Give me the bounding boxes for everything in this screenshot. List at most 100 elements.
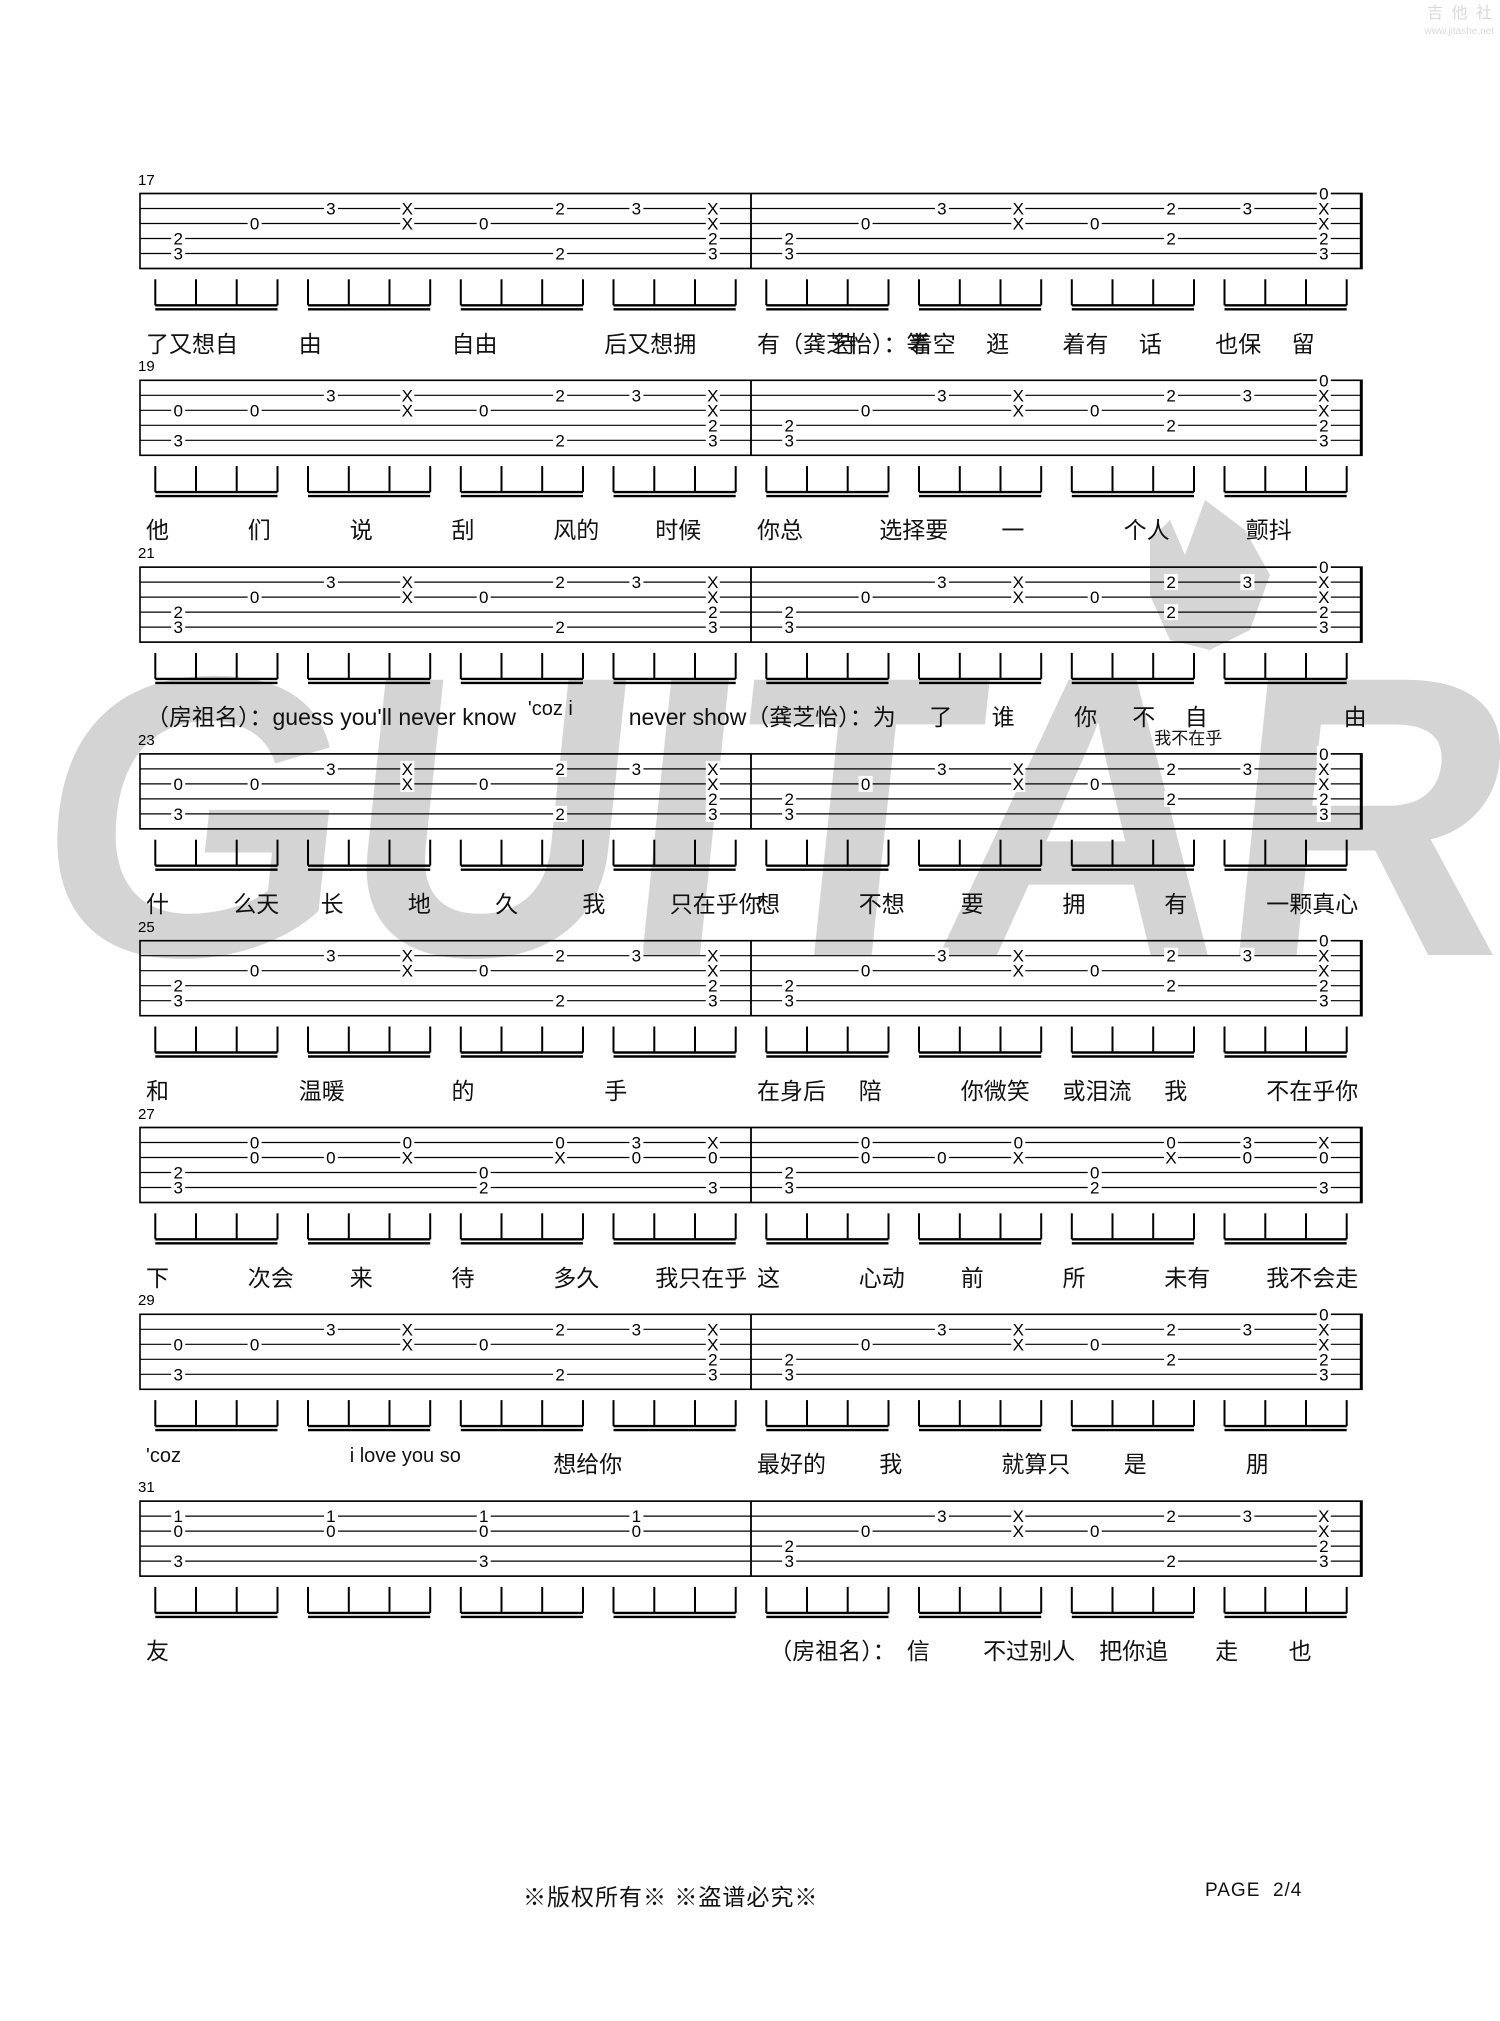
svg-text:3: 3 <box>1243 760 1252 779</box>
svg-text:3: 3 <box>708 618 717 637</box>
svg-text:X: X <box>554 1149 565 1168</box>
svg-text:3: 3 <box>1319 245 1328 264</box>
svg-text:3: 3 <box>173 245 182 264</box>
svg-text:3: 3 <box>708 1179 717 1198</box>
svg-text:X: X <box>1165 1149 1176 1168</box>
svg-text:0: 0 <box>250 588 259 607</box>
svg-text:2: 2 <box>1166 386 1175 405</box>
svg-text:X: X <box>402 962 413 981</box>
svg-text:0: 0 <box>1090 1522 1099 1541</box>
svg-text:0: 0 <box>173 1335 182 1354</box>
svg-text:2: 2 <box>555 947 564 966</box>
svg-text:3: 3 <box>708 805 717 824</box>
svg-text:2: 2 <box>1166 230 1175 249</box>
svg-text:X: X <box>402 401 413 420</box>
svg-text:0: 0 <box>1090 962 1099 981</box>
svg-text:2: 2 <box>555 245 564 264</box>
svg-text:2: 2 <box>1166 1320 1175 1339</box>
svg-text:3: 3 <box>1243 1507 1252 1526</box>
svg-text:3: 3 <box>326 573 335 592</box>
svg-text:2: 2 <box>1166 603 1175 622</box>
svg-text:3: 3 <box>784 1365 793 1384</box>
svg-text:0: 0 <box>861 401 870 420</box>
svg-text:X: X <box>1013 588 1024 607</box>
svg-text:0: 0 <box>250 962 259 981</box>
svg-text:3: 3 <box>632 200 641 219</box>
svg-text:3: 3 <box>784 805 793 824</box>
svg-text:3: 3 <box>1319 618 1328 637</box>
svg-text:0: 0 <box>1090 775 1099 794</box>
svg-text:X: X <box>1013 215 1024 234</box>
svg-text:3: 3 <box>173 618 182 637</box>
svg-text:0: 0 <box>861 588 870 607</box>
svg-text:3: 3 <box>173 805 182 824</box>
svg-text:0: 0 <box>861 215 870 234</box>
svg-text:2: 2 <box>555 760 564 779</box>
svg-text:3: 3 <box>784 992 793 1011</box>
svg-text:3: 3 <box>937 760 946 779</box>
svg-text:2: 2 <box>1166 200 1175 219</box>
svg-text:0: 0 <box>861 1335 870 1354</box>
svg-text:3: 3 <box>326 947 335 966</box>
svg-text:3: 3 <box>326 386 335 405</box>
svg-text:3: 3 <box>632 386 641 405</box>
svg-text:3: 3 <box>1243 573 1252 592</box>
svg-text:0: 0 <box>479 215 488 234</box>
svg-text:0: 0 <box>632 1522 641 1541</box>
svg-text:0: 0 <box>632 1149 641 1168</box>
svg-text:0: 0 <box>1243 1149 1252 1168</box>
svg-text:3: 3 <box>1243 947 1252 966</box>
svg-text:2: 2 <box>555 805 564 824</box>
svg-text:2: 2 <box>555 431 564 450</box>
svg-text:0: 0 <box>250 1335 259 1354</box>
svg-text:3: 3 <box>937 947 946 966</box>
svg-text:3: 3 <box>708 992 717 1011</box>
svg-text:0: 0 <box>479 962 488 981</box>
svg-text:2: 2 <box>555 386 564 405</box>
svg-text:0: 0 <box>1090 588 1099 607</box>
svg-text:0: 0 <box>250 1149 259 1168</box>
svg-text:2: 2 <box>555 200 564 219</box>
svg-text:2: 2 <box>1166 790 1175 809</box>
svg-text:3: 3 <box>708 431 717 450</box>
svg-text:2: 2 <box>1166 947 1175 966</box>
svg-text:3: 3 <box>784 618 793 637</box>
svg-text:0: 0 <box>1090 1335 1099 1354</box>
svg-text:0: 0 <box>1090 215 1099 234</box>
svg-text:0: 0 <box>326 1149 335 1168</box>
svg-text:3: 3 <box>937 573 946 592</box>
svg-text:0: 0 <box>708 1149 717 1168</box>
svg-text:2: 2 <box>555 573 564 592</box>
svg-text:2: 2 <box>555 992 564 1011</box>
svg-text:3: 3 <box>784 1179 793 1198</box>
svg-text:3: 3 <box>173 1552 182 1571</box>
svg-text:0: 0 <box>861 1522 870 1541</box>
svg-text:3: 3 <box>1319 431 1328 450</box>
svg-text:2: 2 <box>1166 760 1175 779</box>
svg-text:X: X <box>1013 1522 1024 1541</box>
svg-text:2: 2 <box>1166 977 1175 996</box>
svg-text:2: 2 <box>1166 1350 1175 1369</box>
svg-text:0: 0 <box>861 962 870 981</box>
svg-text:X: X <box>402 1149 413 1168</box>
svg-text:0: 0 <box>479 588 488 607</box>
svg-text:3: 3 <box>937 1320 946 1339</box>
svg-text:0: 0 <box>861 1149 870 1168</box>
svg-text:3: 3 <box>479 1552 488 1571</box>
svg-text:3: 3 <box>784 1552 793 1571</box>
svg-text:0: 0 <box>250 775 259 794</box>
svg-text:0: 0 <box>173 1522 182 1541</box>
svg-text:0: 0 <box>1090 401 1099 420</box>
svg-text:X: X <box>1013 1335 1024 1354</box>
svg-text:3: 3 <box>1319 1179 1328 1198</box>
svg-text:0: 0 <box>173 775 182 794</box>
svg-text:2: 2 <box>1166 1507 1175 1526</box>
svg-text:X: X <box>1013 962 1024 981</box>
svg-text:0: 0 <box>250 215 259 234</box>
svg-text:2: 2 <box>1166 416 1175 435</box>
svg-text:3: 3 <box>173 992 182 1011</box>
svg-text:3: 3 <box>708 245 717 264</box>
svg-text:2: 2 <box>555 1320 564 1339</box>
svg-text:3: 3 <box>784 245 793 264</box>
svg-text:3: 3 <box>632 760 641 779</box>
